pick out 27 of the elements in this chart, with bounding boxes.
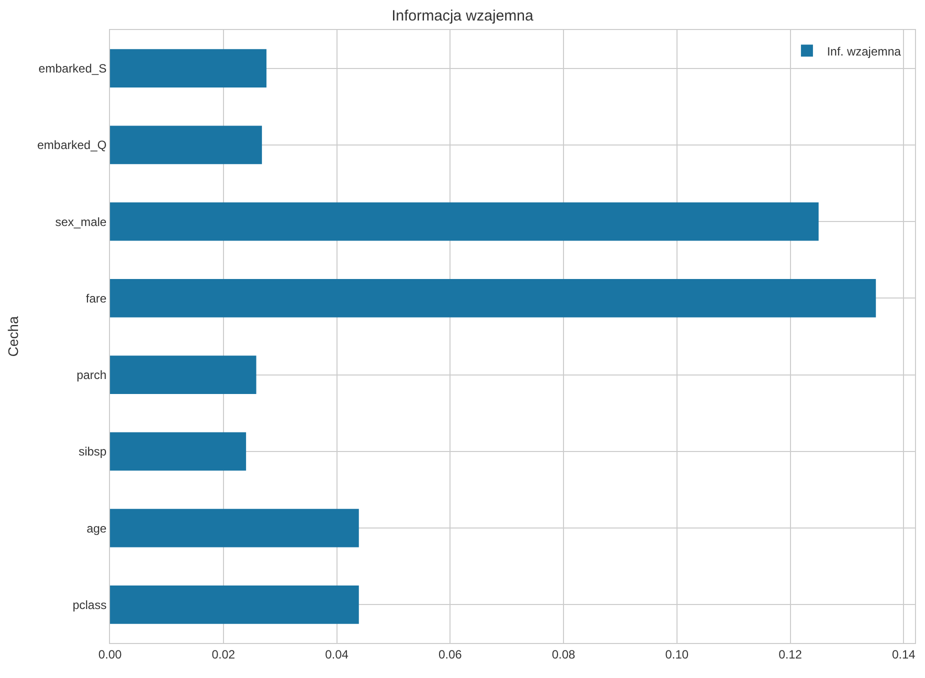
y-tick-label: embarked_S	[38, 62, 107, 76]
bar	[110, 279, 876, 318]
bar	[110, 586, 359, 624]
bar	[110, 202, 819, 241]
x-tick-label: 0.06	[438, 647, 462, 662]
bar	[110, 49, 266, 88]
bar	[110, 356, 256, 394]
x-tick-label: 0.04	[325, 647, 349, 662]
bar	[110, 432, 246, 471]
bar	[110, 508, 359, 548]
y-tick-label: pclass	[72, 598, 107, 612]
y-tick-label: sex_male	[55, 214, 107, 229]
legend-label: Inf. wzajemna	[826, 44, 902, 58]
x-tick-label: 0.12	[778, 647, 802, 662]
bar	[110, 126, 262, 164]
y-tick-label: age	[86, 521, 107, 536]
y-tick-label: embarked_Q	[37, 138, 107, 152]
y-tick-label: fare	[86, 291, 107, 306]
y-tick-label: parch	[76, 368, 107, 382]
x-tick-label: 0.08	[552, 647, 576, 662]
x-tick-label: 0.10	[665, 647, 689, 662]
x-tick-label: 0.14	[892, 647, 916, 662]
y-axis-title: Cecha	[4, 316, 21, 357]
chart-title: Informacja wzajemna	[392, 8, 534, 25]
y-tick-label: sibsp	[78, 444, 107, 459]
x-tick-label: 0.00	[98, 647, 122, 662]
x-tick-label: 0.02	[212, 647, 236, 662]
